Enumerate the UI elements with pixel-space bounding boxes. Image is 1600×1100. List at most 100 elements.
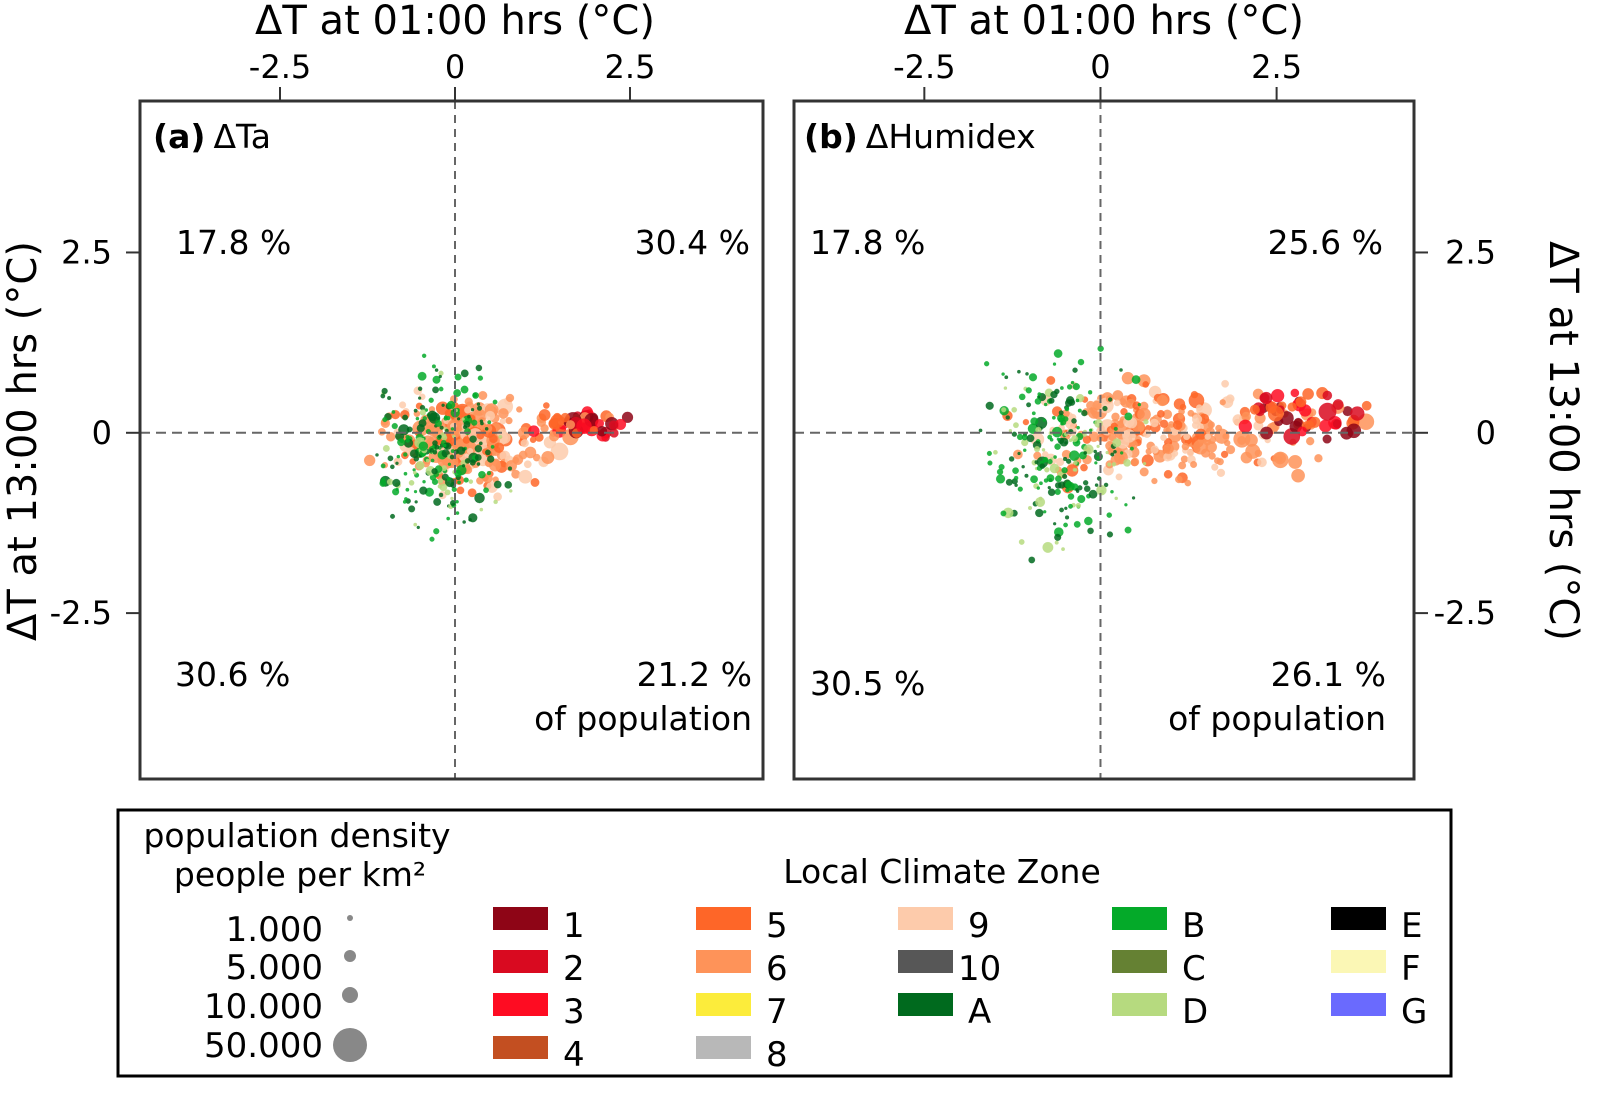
- lcz-legend-label-3: 3: [563, 992, 585, 1032]
- data-point: [1068, 450, 1080, 462]
- data-point: [1086, 449, 1091, 454]
- data-point: [1054, 540, 1059, 545]
- data-point: [1214, 428, 1230, 444]
- data-point: [1249, 404, 1260, 415]
- data-point: [530, 477, 540, 487]
- data-point: [1071, 435, 1079, 443]
- data-point: [1129, 446, 1134, 451]
- data-point: [463, 420, 471, 428]
- data-point: [456, 417, 461, 421]
- data-point: [1062, 456, 1068, 462]
- data-point: [596, 425, 608, 437]
- data-point: [415, 460, 425, 470]
- data-point: [995, 474, 1006, 484]
- panel-a: ΔT at 01:00 hrs (°C) -2.5 0 2.5 2.5 0 -2.5 Δ…: [0, 0, 765, 781]
- data-point: [1066, 384, 1073, 390]
- panel-b-variable: ΔHumidex: [866, 117, 1036, 156]
- data-point: [1083, 516, 1093, 526]
- panel-b-quadrant-top-left: 17.8 %: [810, 223, 925, 262]
- lcz-legend-title: Local Climate Zone: [783, 852, 1101, 891]
- data-point: [439, 483, 448, 492]
- data-point: [474, 444, 483, 453]
- data-point: [479, 507, 484, 512]
- data-point: [478, 390, 488, 401]
- data-point: [1087, 390, 1093, 395]
- data-point: [1011, 406, 1018, 413]
- data-point: [1073, 460, 1078, 466]
- data-point: [1018, 538, 1025, 545]
- data-point: [447, 462, 452, 467]
- data-point: [518, 450, 528, 460]
- panel-b-label: (b): [804, 117, 858, 156]
- data-point: [1089, 407, 1098, 416]
- data-point: [1149, 418, 1159, 428]
- lcz-legend-swatch-10: [898, 950, 953, 973]
- data-point: [434, 419, 443, 428]
- data-point: [1332, 419, 1342, 429]
- data-point: [418, 419, 427, 428]
- data-point: [1225, 444, 1236, 455]
- data-point: [1034, 508, 1044, 518]
- data-point: [1026, 434, 1035, 443]
- lcz-legend-label-8: 8: [766, 1035, 788, 1075]
- lcz-legend-swatch-8: [696, 1036, 751, 1059]
- data-point: [1024, 473, 1029, 478]
- x-tick-label: 0: [1090, 48, 1110, 86]
- data-point: [485, 410, 496, 421]
- data-point: [497, 408, 509, 419]
- data-point: [474, 453, 482, 461]
- data-point: [427, 410, 438, 421]
- size-legend-label: 1.000: [226, 910, 323, 950]
- panel-b-x-ticks: -2.5 0 2.5: [893, 48, 1302, 101]
- data-point: [442, 443, 447, 448]
- data-point: [380, 393, 386, 399]
- data-point: [463, 477, 469, 483]
- data-point: [484, 449, 491, 456]
- data-point: [455, 511, 460, 515]
- data-point: [1052, 362, 1057, 366]
- data-point: [1058, 410, 1064, 416]
- panel-a-quadrant-bottom-right-suffix: of population: [534, 699, 752, 738]
- data-point: [1350, 406, 1365, 421]
- data-point: [1005, 478, 1013, 486]
- panel-a-label: (a): [153, 117, 205, 156]
- data-point: [1004, 375, 1009, 380]
- lcz-legend-swatch-c: [1112, 950, 1167, 973]
- lcz-legend-swatch-e: [1331, 907, 1386, 930]
- data-point: [463, 427, 472, 436]
- x-tick-label: 0: [445, 48, 465, 86]
- lcz-legend-swatch-3: [493, 993, 548, 1016]
- data-point: [418, 441, 429, 452]
- data-point: [1082, 435, 1092, 444]
- lcz-legend-label-7: 7: [766, 992, 788, 1032]
- data-point: [985, 401, 994, 410]
- data-point: [508, 489, 513, 493]
- data-point: [420, 437, 425, 442]
- data-point: [449, 499, 457, 507]
- data-point: [454, 373, 462, 381]
- data-point: [550, 442, 569, 461]
- data-point: [1038, 496, 1043, 501]
- panel-a-frame: [138, 99, 765, 781]
- data-point: [403, 471, 408, 476]
- data-point: [1000, 510, 1007, 517]
- data-point: [1036, 486, 1041, 490]
- data-point: [1034, 397, 1042, 405]
- data-point: [1130, 457, 1140, 467]
- data-point: [413, 522, 418, 527]
- data-point: [1037, 392, 1042, 397]
- data-point: [483, 487, 490, 494]
- data-point: [1194, 428, 1207, 441]
- data-point: [1270, 388, 1285, 403]
- data-point: [1195, 404, 1203, 412]
- data-point: [518, 469, 533, 484]
- data-point: [1018, 393, 1026, 401]
- data-point: [1014, 483, 1018, 488]
- panel-a-quadrant-top-right: 30.4 %: [635, 223, 750, 262]
- data-point: [429, 536, 435, 542]
- x-tick-label: 2.5: [605, 48, 656, 86]
- data-point: [484, 426, 489, 431]
- data-point: [433, 497, 442, 506]
- data-point: [454, 469, 462, 478]
